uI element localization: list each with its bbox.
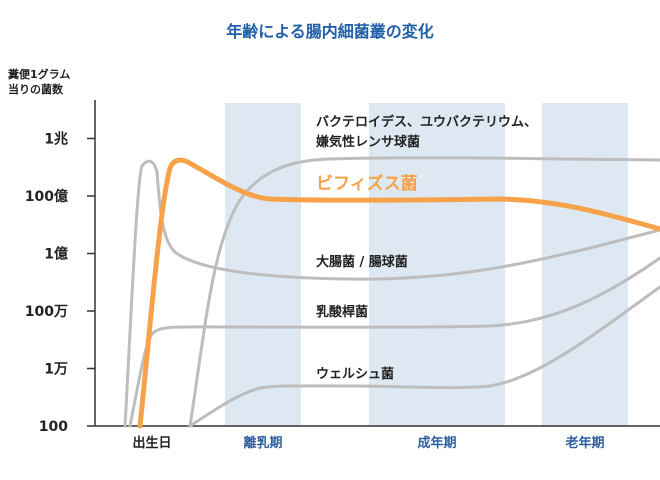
series-bacteroides-line <box>188 156 660 428</box>
y-tick-label: 100億 <box>25 188 68 205</box>
y-tick-label: 1万 <box>44 362 68 378</box>
series-ecoli-line <box>123 159 660 428</box>
y-tick-label: 100 <box>39 419 68 435</box>
x-label-birth: 出生日 <box>132 435 171 451</box>
y-tick-label: 1兆 <box>44 132 68 148</box>
series-welch-line <box>188 285 660 428</box>
x-label-adult: 成年期 <box>417 435 456 451</box>
annotation-welch: ウェルシュ菌 <box>316 366 394 382</box>
y-tick-label: 1億 <box>44 246 68 263</box>
band-elderly <box>542 103 628 426</box>
annotation-bacteroides-line1: バクテロイデス、ユウバクテリウム、 <box>316 114 537 130</box>
x-label-elderly: 老年期 <box>564 435 604 451</box>
annotation-ecoli: 大腸菌 / 腸球菌 <box>316 254 408 270</box>
chart-title: 年齢による腸内細菌叢の変化 <box>226 22 434 41</box>
y-axis-label-line2: 当りの菌数 <box>8 82 64 96</box>
series-bifido-line <box>137 157 660 429</box>
annotation-bacteroides-line2: 嫌気性レンサ球菌 <box>315 134 420 150</box>
x-label-weaning: 離乳期 <box>243 435 282 451</box>
annotation-lacto: 乳酸桿菌 <box>316 304 368 320</box>
y-tick-label: 100万 <box>25 304 68 320</box>
band-weaning <box>225 103 301 426</box>
annotation-bifido: ビフィズス菌 <box>316 173 418 194</box>
y-axis-label-line1: 糞便1グラム <box>7 67 70 81</box>
